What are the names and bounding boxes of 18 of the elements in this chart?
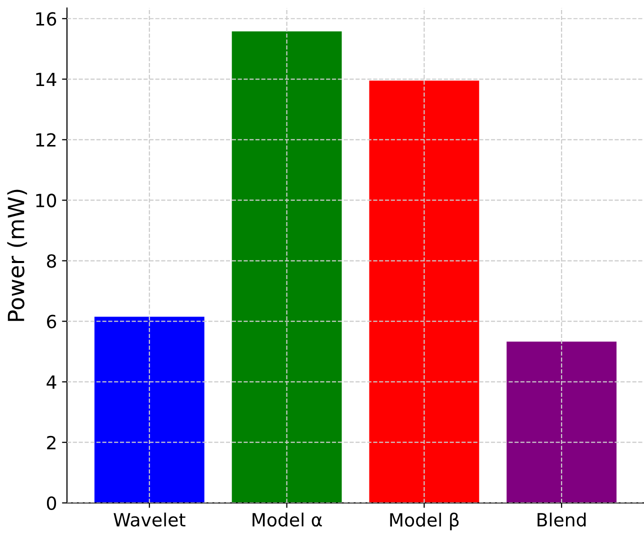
bar (506, 342, 617, 503)
y-tick-label: 6 (47, 314, 56, 328)
y-axis-title: Power (mW) (7, 190, 28, 321)
bar (232, 31, 342, 503)
y-tick-label: 12 (36, 133, 56, 147)
y-tick-label: 8 (46, 254, 56, 268)
x-tick-label: Model β (390, 512, 459, 530)
y-tick-label: 4 (46, 376, 56, 389)
y-tick-label: 10 (36, 194, 56, 208)
y-tick-label: 14 (36, 72, 56, 86)
x-tick-label: Wavelet (114, 512, 186, 527)
x-tick-label: Blend (538, 512, 586, 527)
bar (369, 80, 480, 503)
y-tick-label: 16 (36, 12, 56, 26)
bar (94, 316, 204, 503)
x-tick-label: Model α (252, 512, 322, 527)
y-tick-label: 0 (46, 496, 56, 510)
y-tick-label: 2 (47, 436, 56, 450)
